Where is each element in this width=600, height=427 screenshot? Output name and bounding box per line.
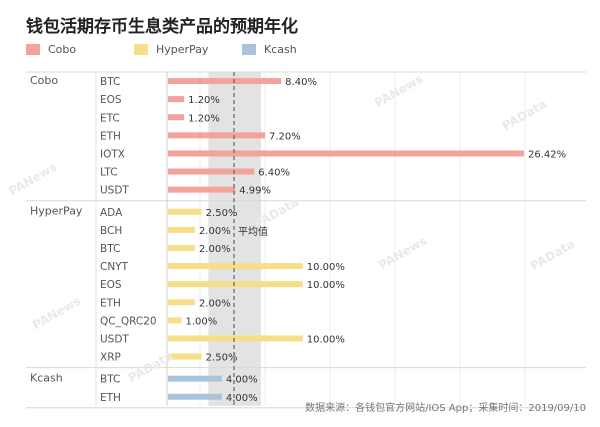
bar [168,78,282,85]
value-label: 2.00% [199,244,231,255]
average-band [208,72,261,406]
bar [168,281,303,288]
token-label: CNYT [100,261,129,273]
token-label: USDT [100,333,129,345]
legend-label: Kcash [264,43,297,56]
legend-swatch [26,44,40,55]
value-label: 2.00% [199,298,231,309]
bar [168,299,195,306]
token-label: BTC [100,243,120,255]
value-label: 10.00% [307,262,345,273]
value-label: 4.00% [226,375,258,386]
legend-label: HyperPay [156,43,209,56]
legend-swatch [242,44,256,55]
bar [168,186,236,193]
group-label-cobo: Cobo [30,74,58,87]
bar [168,393,222,400]
value-label: 1.20% [188,113,220,124]
token-label: EOS [100,279,122,291]
token-label: ETC [100,112,120,124]
bar [168,226,195,233]
chart-title: 钱包活期存币生息类产品的预期年化 [26,17,298,37]
legend-item-hyperpay: HyperPay [134,43,208,56]
value-label: 26.42% [528,149,566,160]
bar [168,244,195,251]
token-label: LTC [100,167,118,179]
token-label: QC_QRC20 [100,315,157,327]
bar [168,317,182,324]
value-label: 4.99% [239,186,271,197]
token-label: EOS [100,94,122,106]
value-label: 2.00% [199,226,231,237]
average-label: 平均值 [238,225,268,238]
token-label: ADA [100,207,123,219]
bar [168,375,222,382]
value-label: 6.40% [258,168,290,179]
bar [168,96,185,103]
bar [168,353,202,360]
token-label: XRP [100,352,121,364]
group-label-kcash: Kcash [30,372,63,385]
group-label-hyperpay: HyperPay [30,205,83,218]
token-label: IOTX [100,148,125,160]
bar [168,168,255,175]
legend-item-cobo: Cobo [26,43,76,56]
token-label: BTC [100,374,120,386]
value-label: 4.00% [226,393,258,404]
token-label: USDT [100,185,129,197]
value-label: 1.00% [185,316,217,327]
token-label: ETH [100,130,121,142]
legend-label: Cobo [48,43,77,56]
token-label: BTC [100,76,120,88]
bar [168,335,303,342]
value-label: 2.50% [206,353,238,364]
value-label: 10.00% [307,280,345,291]
source-note: 数据来源：各钱包官方网站/IOS App；采集时间：2019/09/10 [305,403,586,414]
bar [168,132,266,139]
token-label: ETH [100,297,121,309]
bar [168,150,524,157]
legend-item-kcash: Kcash [242,43,297,56]
token-label: BCH [100,225,122,237]
bar [168,114,185,121]
value-label: 1.20% [188,95,220,106]
value-label: 10.00% [307,334,345,345]
value-label: 8.40% [285,77,317,88]
value-label: 7.20% [269,131,301,142]
bar [168,208,202,215]
value-label: 2.50% [206,208,238,219]
bar [168,263,303,270]
legend-swatch [134,44,148,55]
token-label: ETH [100,392,121,404]
